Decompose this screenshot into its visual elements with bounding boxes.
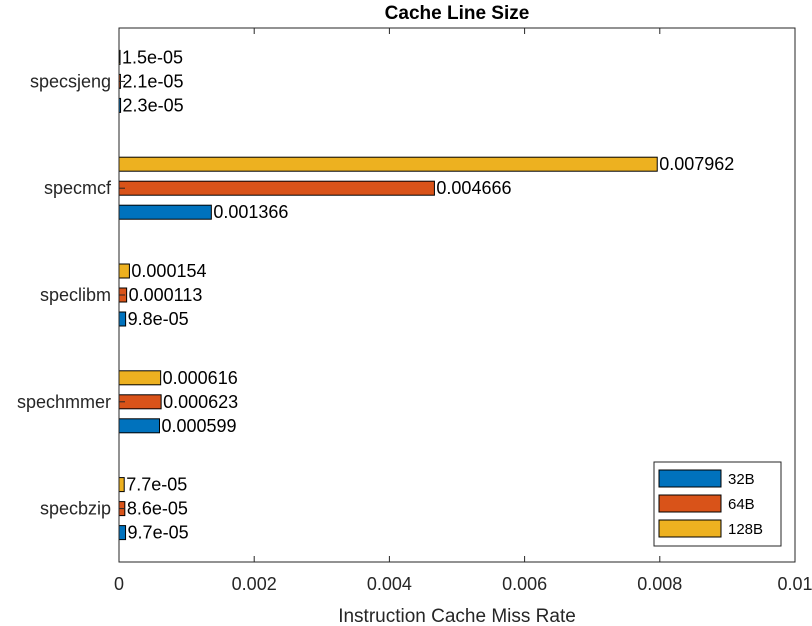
data-label: 1.5e-05 xyxy=(122,47,183,67)
bar-128B-specbzip xyxy=(118,477,125,493)
data-label: 2.1e-05 xyxy=(122,71,183,91)
data-label: 7.7e-05 xyxy=(126,475,187,495)
data-label: 0.007962 xyxy=(659,154,734,174)
y-tick-label: speclibm xyxy=(40,285,111,305)
data-label: 0.001366 xyxy=(213,202,288,222)
bar-32B-speclibm xyxy=(118,311,127,327)
legend-label: 64B xyxy=(728,496,755,513)
legend-swatch-32B xyxy=(658,469,722,488)
legend-label: 32B xyxy=(728,471,755,488)
data-label: 0.000599 xyxy=(161,416,236,436)
x-tick-label: 0.008 xyxy=(637,574,682,594)
bar-128B-spechmmer xyxy=(118,370,162,386)
data-label: 0.000623 xyxy=(163,392,238,412)
data-label: 9.8e-05 xyxy=(128,309,189,329)
data-label: 0.000154 xyxy=(131,261,206,281)
data-label: 0.000113 xyxy=(129,285,203,305)
bar-64B-spechmmer xyxy=(118,394,162,410)
y-tick-label: specbzip xyxy=(40,499,111,519)
data-labels-group: 9.7e-05 8.6e-05 7.7e-05 0.000599 0.000623 0.0… xyxy=(122,47,734,542)
bars-group xyxy=(118,49,658,541)
legend-swatch-64B xyxy=(658,494,722,513)
y-tick-label: spechmmer xyxy=(17,392,111,412)
y-axis-ticks: specbzip spechmmer speclibm specmcf specsjen… xyxy=(17,71,125,519)
x-tick-label: 0.002 xyxy=(232,574,277,594)
bar-128B-specmcf xyxy=(118,156,658,172)
legend-label: 128B xyxy=(728,521,763,538)
bar-32B-specbzip xyxy=(118,525,127,541)
legend: 32B 64B 128B xyxy=(653,461,782,547)
legend-swatch-128B xyxy=(658,519,722,538)
x-tick-label: 0.01 xyxy=(777,574,812,594)
x-tick-label: 0 xyxy=(114,574,124,594)
data-label: 2.3e-05 xyxy=(123,95,184,115)
data-label: 0.000616 xyxy=(163,368,238,388)
x-tick-label: 0.006 xyxy=(502,574,547,594)
data-label: 8.6e-05 xyxy=(127,499,188,519)
y-tick-label: specsjeng xyxy=(30,71,111,91)
chart-title: Cache Line Size xyxy=(385,3,530,24)
bar-32B-spechmmer xyxy=(118,418,160,434)
data-label: 9.7e-05 xyxy=(128,523,189,543)
data-label: 0.004666 xyxy=(436,178,511,198)
x-axis-label: Instruction Cache Miss Rate xyxy=(338,606,576,626)
x-tick-label: 0.004 xyxy=(367,574,412,594)
bar-32B-specmcf xyxy=(118,204,212,220)
x-axis-ticks: 0 0.002 0.004 0.006 0.008 0.01 xyxy=(114,28,812,594)
y-tick-label: specmcf xyxy=(44,178,112,198)
bar-64B-specmcf xyxy=(118,180,435,196)
bar-128B-speclibm xyxy=(118,263,130,279)
